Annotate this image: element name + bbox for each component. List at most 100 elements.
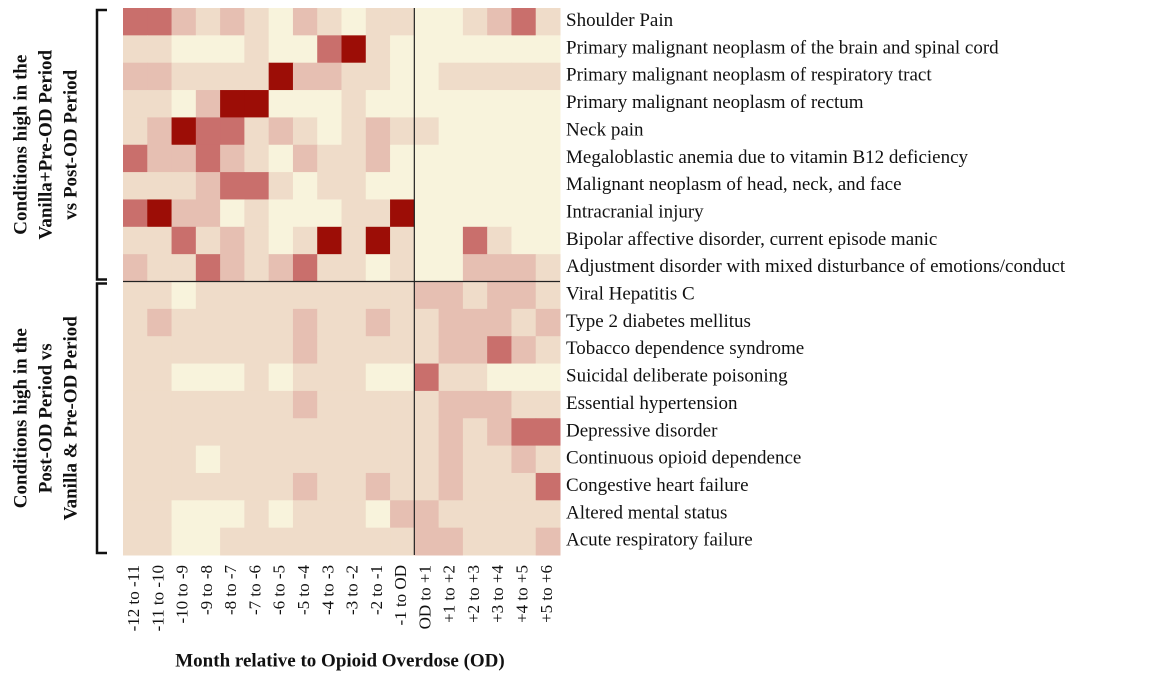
heat-cell (438, 500, 464, 529)
row-label: Shoulder Pain (566, 10, 674, 31)
heat-cell (365, 472, 391, 501)
heat-cell (487, 308, 512, 337)
heat-cell (365, 500, 391, 529)
heat-cell (462, 336, 488, 365)
heat-cell (268, 308, 294, 337)
heat-cell (438, 390, 464, 419)
heat-cell (171, 35, 197, 64)
heat-cell (487, 35, 512, 64)
heat-cell (147, 172, 173, 200)
heat-cell (462, 445, 488, 474)
heat-cell (511, 390, 537, 419)
heat-cell (487, 527, 512, 556)
heat-cell (438, 35, 464, 64)
heat-cell (147, 62, 173, 91)
row-label: Malignant neoplasm of head, neck, and fa… (566, 174, 902, 195)
x-tick-label: -2 to -1 (367, 565, 386, 615)
heat-cell (147, 363, 173, 392)
heat-cell (268, 199, 294, 228)
heat-cell (365, 144, 391, 173)
heat-cell (535, 62, 561, 91)
heat-cell (292, 500, 318, 529)
heat-cell (535, 472, 561, 501)
heat-cell (414, 144, 440, 173)
heat-cell (487, 144, 512, 173)
heat-cell (123, 117, 148, 146)
heat-cell (147, 90, 173, 118)
heat-cell (462, 8, 488, 36)
heat-cell (244, 62, 270, 91)
heat-cell (268, 254, 294, 282)
heat-cell (535, 254, 561, 282)
row-label: Neck pain (566, 119, 644, 140)
heat-cell (244, 500, 270, 529)
heat-cell (220, 308, 245, 337)
heat-cell (390, 500, 415, 529)
x-tick-label: -1 to OD (391, 565, 410, 625)
row-label: Congestive heart failure (566, 475, 749, 496)
heat-cell (341, 144, 367, 173)
heat-cell (171, 445, 197, 474)
heat-cell (365, 117, 391, 146)
heat-cell (317, 527, 342, 556)
heat-cell (171, 281, 197, 310)
heat-cell (511, 418, 537, 447)
heat-cell (195, 336, 221, 365)
heat-cell (171, 226, 197, 255)
heat-cell (195, 472, 221, 501)
heat-cell (195, 35, 221, 64)
heat-cell (268, 144, 294, 173)
heat-cell (147, 117, 173, 146)
heat-cell (414, 35, 440, 64)
heat-cell (268, 472, 294, 501)
heat-cell (292, 527, 318, 556)
heat-cell (462, 226, 488, 255)
heat-cell (292, 144, 318, 173)
heat-cell (123, 308, 148, 337)
heat-cell (535, 336, 561, 365)
heat-cell (171, 8, 197, 36)
row-label: Bipolar affective disorder, current epis… (566, 229, 937, 250)
heat-cell (292, 254, 318, 282)
row-label: Altered mental status (566, 502, 727, 523)
x-tick-label: +3 to +4 (488, 565, 507, 623)
heat-cell (390, 8, 415, 36)
heat-cell (244, 390, 270, 419)
heat-cell (462, 418, 488, 447)
group-label: Post-OD Period vs (35, 343, 56, 493)
heat-cell (341, 281, 367, 310)
heat-cell (123, 527, 148, 556)
heat-cell (268, 363, 294, 392)
heat-cell (535, 418, 561, 447)
heat-cell (365, 336, 391, 365)
heat-cell (317, 390, 342, 419)
heat-cell (438, 172, 464, 200)
heat-cell (438, 226, 464, 255)
heat-cell (341, 62, 367, 91)
group-label: Conditions high in the (10, 328, 31, 508)
heat-cell (462, 144, 488, 173)
row-label: Suicidal deliberate poisoning (566, 366, 788, 387)
heat-cell (317, 418, 342, 447)
group-label: Conditions high in the (10, 55, 31, 235)
heat-cell (535, 117, 561, 146)
heat-cell (268, 90, 294, 118)
heat-cell (220, 281, 245, 310)
heat-cell (195, 62, 221, 91)
heat-cell (317, 35, 342, 64)
heat-cell (487, 500, 512, 529)
heat-cell (390, 445, 415, 474)
heat-cell (244, 527, 270, 556)
heat-cell (438, 445, 464, 474)
heat-cell (220, 90, 245, 118)
heat-cell (292, 199, 318, 228)
heat-cell (123, 418, 148, 447)
heat-cell (268, 281, 294, 310)
heat-cell (511, 500, 537, 529)
heat-cell (414, 8, 440, 36)
heat-cell (220, 527, 245, 556)
heat-cell (147, 390, 173, 419)
heat-cell (171, 500, 197, 529)
heat-cell (317, 226, 342, 255)
